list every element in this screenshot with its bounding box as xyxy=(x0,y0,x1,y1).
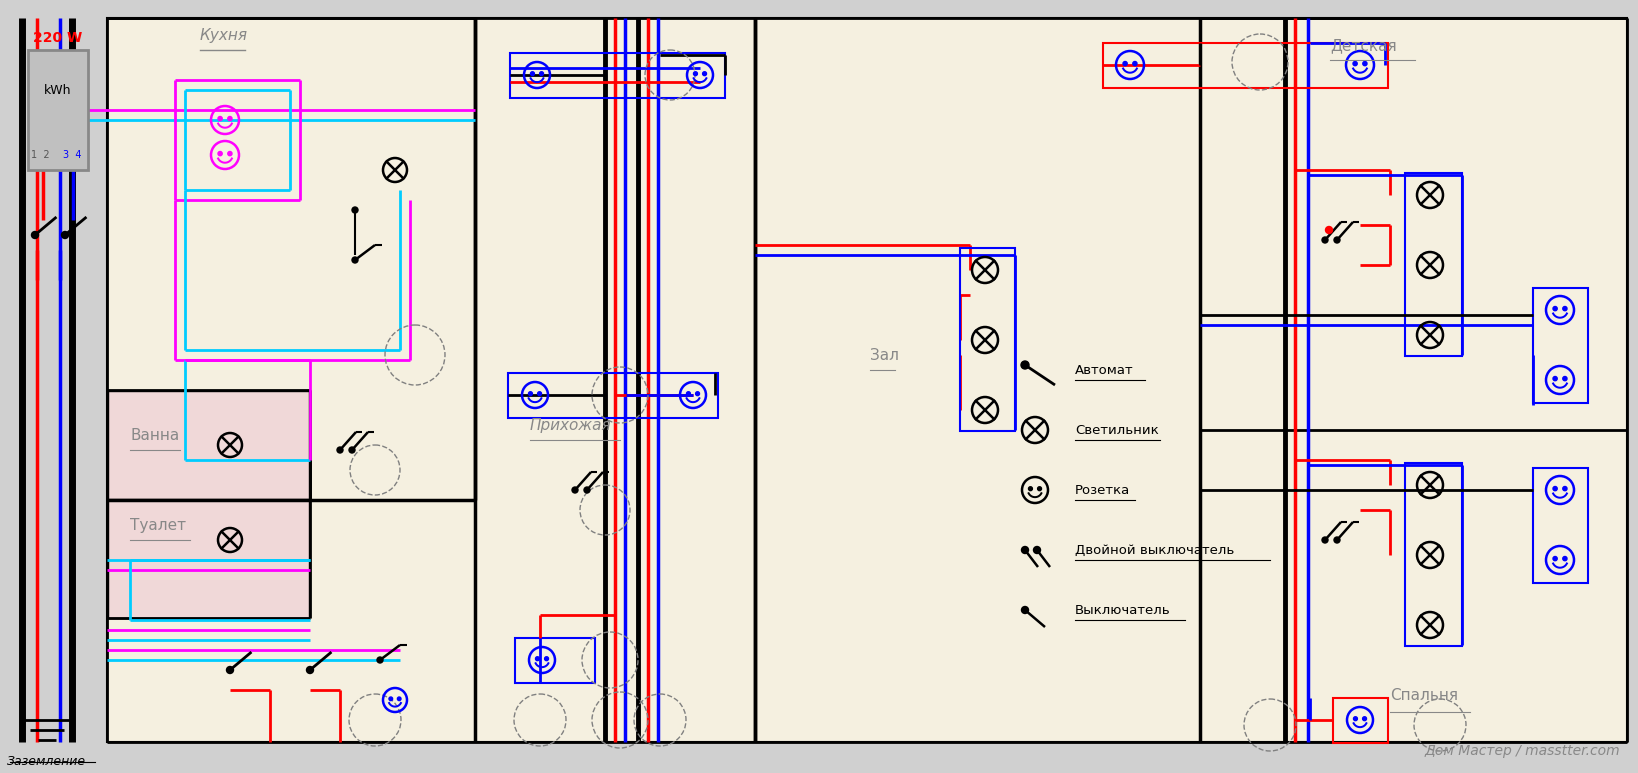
Circle shape xyxy=(539,72,544,76)
Circle shape xyxy=(1322,537,1328,543)
Circle shape xyxy=(388,697,393,700)
Text: Зал: Зал xyxy=(870,348,899,363)
Circle shape xyxy=(218,117,223,121)
Circle shape xyxy=(1553,557,1558,560)
Bar xyxy=(108,500,310,618)
Circle shape xyxy=(1325,226,1332,233)
Circle shape xyxy=(62,231,69,239)
Bar xyxy=(1405,173,1463,356)
Circle shape xyxy=(1553,307,1558,311)
Circle shape xyxy=(228,152,233,155)
Circle shape xyxy=(1124,62,1127,66)
Circle shape xyxy=(585,487,590,493)
Circle shape xyxy=(1563,307,1568,311)
Circle shape xyxy=(31,231,39,239)
Bar xyxy=(1533,468,1587,583)
Circle shape xyxy=(1322,237,1328,243)
Circle shape xyxy=(1363,717,1366,720)
Bar xyxy=(1405,463,1463,646)
Circle shape xyxy=(1353,717,1358,720)
Circle shape xyxy=(352,207,359,213)
Text: 220 W: 220 W xyxy=(33,31,82,45)
Text: Автомат: Автомат xyxy=(1075,363,1133,376)
Text: Заземление: Заземление xyxy=(8,755,87,768)
Bar xyxy=(1533,288,1587,403)
Circle shape xyxy=(1563,557,1568,560)
Circle shape xyxy=(1563,376,1568,380)
Text: Спальня: Спальня xyxy=(1391,688,1458,703)
Circle shape xyxy=(1022,607,1029,614)
Text: Туалет: Туалет xyxy=(129,518,187,533)
Bar xyxy=(509,53,726,98)
Circle shape xyxy=(1029,487,1032,491)
Circle shape xyxy=(1553,376,1558,380)
Bar xyxy=(1102,43,1387,88)
Bar xyxy=(1333,698,1387,743)
Circle shape xyxy=(537,392,542,396)
Circle shape xyxy=(1037,487,1042,491)
Circle shape xyxy=(1333,237,1340,243)
Text: kWh: kWh xyxy=(44,83,72,97)
Text: Детская: Детская xyxy=(1330,38,1397,53)
Circle shape xyxy=(529,392,532,396)
Circle shape xyxy=(1353,62,1358,66)
Bar xyxy=(108,391,310,499)
Text: Двойной выключатель: Двойной выключатель xyxy=(1075,543,1235,557)
Bar xyxy=(514,638,595,683)
Circle shape xyxy=(1333,537,1340,543)
Circle shape xyxy=(536,657,539,661)
Bar xyxy=(28,50,88,170)
Text: Ванна: Ванна xyxy=(129,428,179,443)
Circle shape xyxy=(703,72,706,76)
Text: Дом Мастер / masstter.com: Дом Мастер / masstter.com xyxy=(1425,744,1620,758)
Circle shape xyxy=(1020,361,1029,369)
Circle shape xyxy=(696,392,699,396)
Circle shape xyxy=(1553,486,1558,491)
Circle shape xyxy=(306,666,313,673)
Text: Светильник: Светильник xyxy=(1075,424,1158,437)
Circle shape xyxy=(398,697,401,700)
Circle shape xyxy=(1034,547,1040,553)
Bar xyxy=(508,373,717,418)
Circle shape xyxy=(693,72,698,76)
Circle shape xyxy=(228,117,233,121)
Circle shape xyxy=(1133,62,1137,66)
Text: Выключатель: Выключатель xyxy=(1075,604,1171,617)
Circle shape xyxy=(352,257,359,263)
Circle shape xyxy=(1363,62,1368,66)
Circle shape xyxy=(226,666,234,673)
Text: Кухня: Кухня xyxy=(200,28,247,43)
Circle shape xyxy=(1563,486,1568,491)
Circle shape xyxy=(377,657,383,663)
Circle shape xyxy=(1022,547,1029,553)
Circle shape xyxy=(349,447,355,453)
Circle shape xyxy=(218,152,223,155)
Circle shape xyxy=(572,487,578,493)
Circle shape xyxy=(544,657,549,661)
Text: 3  4: 3 4 xyxy=(62,150,82,160)
Bar xyxy=(960,248,1016,431)
Circle shape xyxy=(686,392,690,396)
Circle shape xyxy=(337,447,342,453)
Circle shape xyxy=(531,72,534,76)
Text: Розетка: Розетка xyxy=(1075,483,1130,496)
Text: 1  2: 1 2 xyxy=(31,150,49,160)
Text: Прихожая: Прихожая xyxy=(531,418,611,433)
